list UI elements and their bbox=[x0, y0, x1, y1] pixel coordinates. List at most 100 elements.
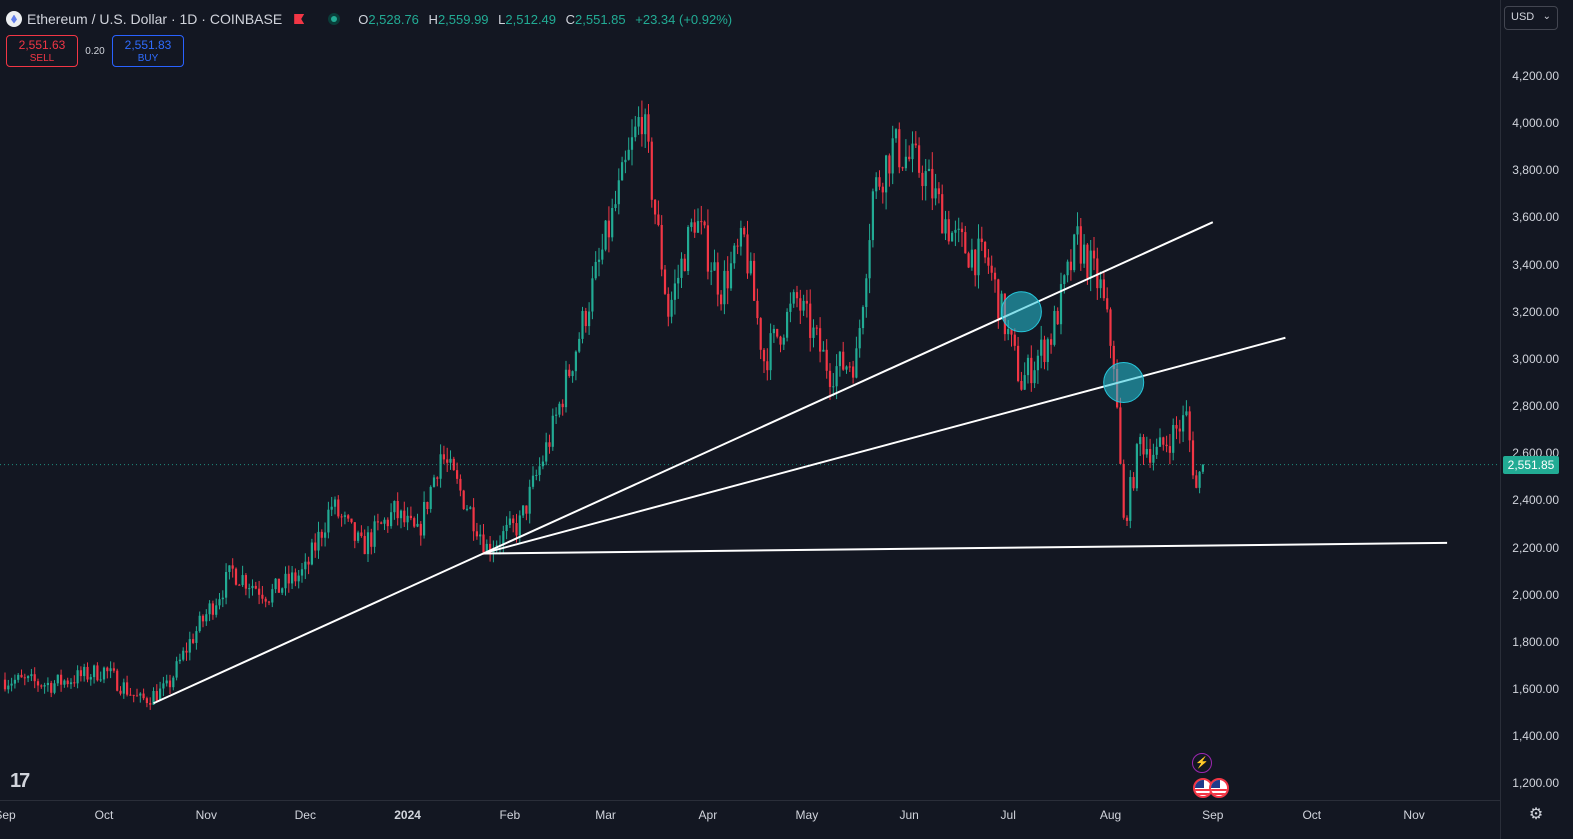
sell-button[interactable]: 2,551.63 SELL bbox=[6, 35, 78, 67]
candle-body bbox=[693, 222, 696, 233]
candle-body bbox=[1007, 329, 1010, 335]
candle-body bbox=[779, 336, 782, 345]
candle-body bbox=[574, 351, 577, 372]
candle-body bbox=[531, 475, 535, 487]
candle-body bbox=[56, 674, 59, 684]
candle-body bbox=[861, 307, 865, 329]
candle-body bbox=[1063, 275, 1066, 285]
candle-body bbox=[974, 249, 977, 276]
currency-select[interactable]: USD ⌄ bbox=[1504, 6, 1558, 30]
candle-body bbox=[152, 690, 155, 705]
candle-body bbox=[350, 518, 353, 523]
candle-body bbox=[993, 272, 997, 280]
candle-body bbox=[182, 650, 185, 660]
candle-body bbox=[690, 222, 693, 228]
time-tick-label: Oct bbox=[94, 808, 114, 822]
candle-body bbox=[644, 114, 647, 135]
price-chart[interactable] bbox=[0, 0, 1500, 800]
candle-body bbox=[172, 677, 175, 688]
candle-body bbox=[399, 510, 403, 519]
candle-body bbox=[142, 693, 145, 699]
candle-body bbox=[416, 523, 419, 527]
lightning-event-icon[interactable]: ⚡ bbox=[1192, 753, 1212, 773]
candle-body bbox=[168, 680, 172, 688]
candle-body bbox=[1099, 279, 1102, 289]
candle-body bbox=[663, 269, 667, 294]
candle-body bbox=[964, 232, 967, 254]
candle-body bbox=[426, 501, 429, 509]
candle-body bbox=[1017, 345, 1020, 381]
time-tick-label: Nov bbox=[195, 808, 217, 822]
candle-body bbox=[776, 328, 779, 337]
candle-body bbox=[657, 214, 660, 225]
candle-body bbox=[538, 466, 541, 476]
candle-body bbox=[927, 168, 931, 172]
candle-body bbox=[931, 168, 934, 199]
candle-body bbox=[634, 126, 637, 138]
candle-body bbox=[188, 639, 191, 653]
candle-body bbox=[749, 260, 752, 274]
candle-body bbox=[637, 117, 640, 127]
candle-body bbox=[1089, 250, 1092, 279]
chart-pane[interactable]: Ethereum / U.S. Dollar · 1D · COINBASE O… bbox=[0, 0, 1500, 800]
candle-body bbox=[291, 572, 294, 584]
candle-body bbox=[865, 278, 868, 308]
candle-body bbox=[211, 603, 214, 615]
candle-body bbox=[218, 599, 221, 606]
candle-body bbox=[627, 149, 630, 160]
candle-body bbox=[1050, 339, 1053, 345]
high-value: 2,559.99 bbox=[437, 11, 489, 27]
candle-body bbox=[1132, 477, 1135, 489]
close-value: 2,551.85 bbox=[575, 11, 626, 27]
candle-body bbox=[406, 515, 409, 523]
time-axis[interactable]: Sep Oct Nov Dec 2024 Feb Mar Apr May Jun Jul Aug Sep… bbox=[0, 800, 1500, 839]
candle-body bbox=[386, 519, 389, 527]
candle-body bbox=[558, 403, 561, 415]
chevron-down-icon: ⌄ bbox=[1542, 11, 1551, 22]
time-tick-label: May bbox=[795, 808, 819, 822]
candle-body bbox=[911, 143, 914, 160]
candle-body bbox=[327, 509, 330, 533]
tradingview-logo-icon[interactable]: 17 bbox=[10, 770, 30, 792]
candle-body bbox=[436, 477, 439, 479]
candle-body bbox=[687, 227, 690, 272]
us-flag-event-icon[interactable] bbox=[1209, 778, 1229, 798]
candle-body bbox=[772, 328, 775, 334]
candle-body bbox=[997, 279, 1000, 319]
candle-body bbox=[234, 568, 238, 585]
gear-icon[interactable]: ⚙ bbox=[1528, 806, 1544, 823]
candle-body bbox=[1149, 448, 1152, 463]
candle-body bbox=[337, 499, 340, 517]
candle-body bbox=[908, 156, 911, 160]
candle-body bbox=[442, 454, 445, 460]
candle-body bbox=[446, 459, 449, 463]
buy-button[interactable]: 2,551.83 BUY bbox=[112, 35, 184, 67]
candle-body bbox=[93, 665, 96, 678]
candle-body bbox=[815, 327, 818, 329]
candle-body bbox=[1010, 329, 1013, 335]
candle-body bbox=[564, 369, 568, 408]
candle-body bbox=[76, 670, 79, 684]
spread-value: 0.20 bbox=[85, 45, 105, 57]
price-axis[interactable]: USD ⌄ 4,200.00 4,000.00 3,800.00 3,600.00 3,… bbox=[1500, 0, 1573, 839]
candle-body bbox=[159, 688, 162, 701]
candle-body bbox=[954, 229, 957, 233]
candle-body bbox=[786, 311, 789, 338]
candle-body bbox=[726, 270, 729, 289]
candle-body bbox=[528, 486, 531, 514]
candle-body bbox=[729, 263, 733, 289]
time-tick-label: Aug bbox=[1099, 808, 1122, 822]
candle-body bbox=[83, 666, 86, 677]
candle-body bbox=[852, 366, 855, 378]
candle-body bbox=[1158, 437, 1162, 447]
candle-body bbox=[1172, 425, 1175, 453]
candle-body bbox=[578, 338, 581, 352]
candle-body bbox=[1162, 437, 1165, 445]
symbol-title[interactable]: Ethereum / U.S. Dollar · 1D · COINBASE bbox=[27, 11, 283, 27]
flag-icon[interactable] bbox=[294, 14, 305, 24]
candle-body bbox=[812, 327, 815, 338]
candle-body bbox=[132, 694, 135, 696]
price-tick-label: 2,800.00 bbox=[1512, 399, 1559, 414]
candle-body bbox=[828, 370, 832, 387]
candle-body bbox=[396, 500, 399, 519]
